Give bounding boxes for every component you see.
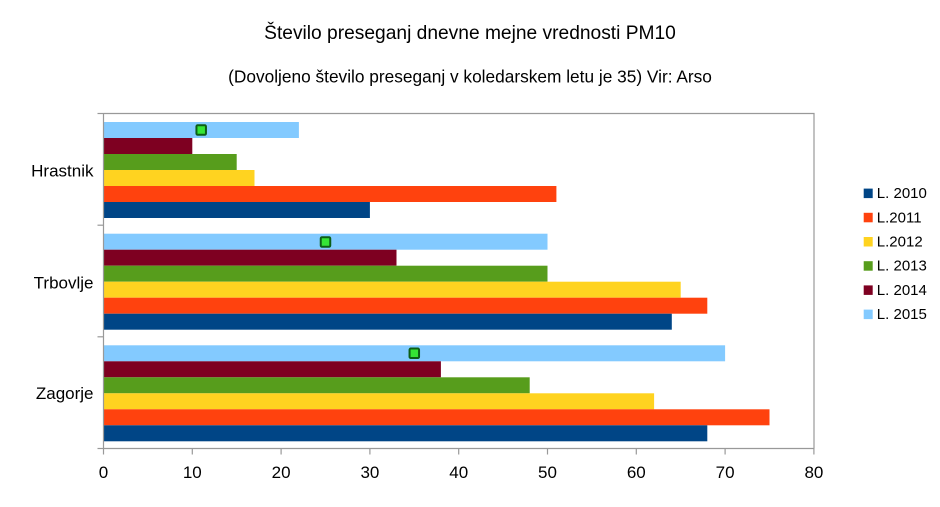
svg-text:L.2011: L.2011 [877, 209, 922, 226]
svg-text:Zagorje: Zagorje [36, 384, 94, 403]
svg-text:Trbovlje: Trbovlje [34, 274, 94, 293]
svg-text:60: 60 [627, 463, 646, 482]
svg-text:L. 2015: L. 2015 [877, 306, 927, 323]
svg-text:L. 2014: L. 2014 [877, 282, 927, 299]
svg-text:10: 10 [183, 463, 202, 482]
svg-text:50: 50 [538, 463, 557, 482]
svg-text:0: 0 [99, 463, 108, 482]
svg-text:70: 70 [716, 463, 735, 482]
svg-text:40: 40 [449, 463, 468, 482]
svg-text:L. 2010: L. 2010 [877, 185, 927, 202]
svg-text:(Dovoljeno število preseganj v: (Dovoljeno število preseganj v koledarsk… [228, 67, 712, 87]
svg-text:Hrastnik: Hrastnik [31, 161, 94, 180]
svg-text:30: 30 [360, 463, 379, 482]
svg-text:80: 80 [804, 463, 823, 482]
svg-text:L.2012: L.2012 [877, 234, 923, 251]
svg-text:20: 20 [272, 463, 291, 482]
svg-text:Število preseganj dnevne mejne: Število preseganj dnevne mejne vrednosti… [264, 22, 676, 44]
svg-text:L. 2013: L. 2013 [877, 258, 927, 275]
